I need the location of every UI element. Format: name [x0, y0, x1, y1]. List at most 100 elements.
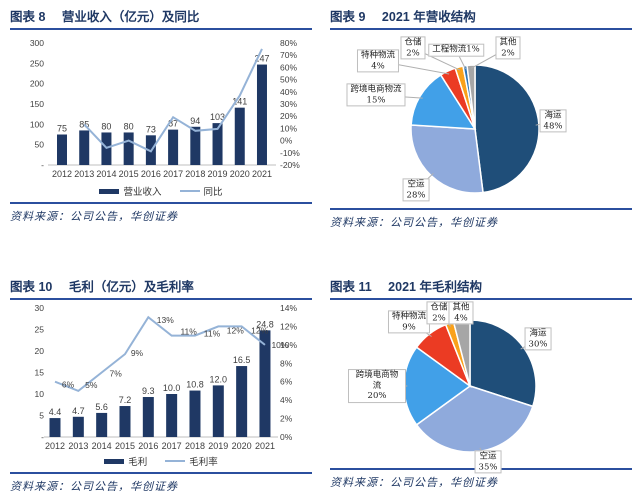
callout-name: 空运	[407, 179, 425, 190]
chart-text: 2020	[232, 441, 252, 451]
pie-slice	[410, 73, 477, 130]
chart-text: 2017	[162, 441, 182, 451]
divider	[10, 472, 312, 474]
figure-heading: 营业收入（亿元）及同比	[61, 10, 200, 24]
bar	[57, 134, 67, 165]
chart-text: 30%	[280, 99, 297, 109]
chart-text: 30	[35, 303, 45, 313]
chart-text: 2020	[230, 169, 250, 179]
right-axis: 80% 70% 60% 50% 40% 30% 20% 10% 0% -10% -20%	[280, 38, 300, 170]
chart-text: 73	[146, 124, 156, 134]
figure-gross-profit: 图表 10 毛利（亿元）及毛利率 30 25 20 15 10 5-14% 12% 10% 8%…	[10, 278, 312, 494]
chart-text: 7%	[110, 369, 123, 379]
chart-text: 5%	[85, 380, 98, 390]
chart-text: 94	[190, 116, 200, 126]
x-axis: 2012 2013 2014 2015 2016 2017 2018 2019 2020 2021	[52, 169, 272, 179]
chart-text: -20%	[280, 160, 300, 170]
revenue-pie-chart: 海运 48% 空运 28% 跨境电商物流 15% 特种物流 4% 仓储 2% 工程物流1% 其他 2%	[330, 32, 632, 204]
pie-callout: 工程物流1%	[428, 43, 484, 57]
chart-text: 20	[35, 346, 45, 356]
bar	[256, 64, 267, 165]
bar-value-labels: 4.4 4.7 5.6 7.2 9.3 10.0 10.8 12.0 16.5 24.8	[49, 319, 274, 417]
callout-name: 跨境电商物流	[355, 370, 399, 391]
bar	[79, 130, 90, 165]
callout-percent: 2%	[501, 48, 515, 58]
legend-label: 同比	[203, 187, 223, 198]
left-axis: 300 250 200 150 100 50 -	[30, 38, 44, 170]
pie-callout: 海运 30%	[524, 327, 552, 351]
callout-percent: 20%	[367, 391, 387, 402]
chart-text: 14%	[280, 303, 297, 313]
chart-text: 2019	[208, 169, 228, 179]
chart-text: 11%	[204, 329, 221, 339]
bar	[168, 129, 179, 165]
right-axis: 14% 12% 10% 8% 6% 4% 2% 0%	[280, 303, 297, 442]
pie-callout: 跨境电商物流 15%	[346, 83, 406, 107]
callout-percent: 2%	[432, 313, 446, 323]
pie-callout: 其他 2%	[495, 36, 521, 60]
figure-source: 资料来源：公司公告，华创证券	[10, 480, 178, 493]
figure-revenue-yoy: 图表 8 营业收入（亿元）及同比 300 250 200 150 100 50 - 80% 70…	[10, 8, 312, 224]
bar	[212, 385, 224, 437]
callout-percent: 4%	[454, 313, 468, 323]
chart-text: 0%	[280, 136, 293, 146]
bar	[119, 406, 131, 437]
chart-text: 12.0	[210, 374, 228, 384]
chart-text: 2015	[119, 169, 139, 179]
chart-text: 10.8	[186, 380, 204, 390]
chart-text: 8%	[280, 358, 293, 368]
chart-text: 16.5	[233, 355, 251, 365]
figure-source: 资料来源：公司公告，华创证券	[330, 476, 498, 489]
pie-callout: 空运 28%	[402, 178, 430, 202]
chart-text: 4%	[280, 395, 293, 405]
chart-text: 75	[57, 124, 67, 134]
chart-legend: 毛利 毛利率	[10, 454, 312, 468]
chart-legend: 营业收入 同比	[10, 184, 312, 198]
figure-title: 图表 10 毛利（亿元）及毛利率	[10, 278, 312, 300]
callout-percent: 30%	[528, 339, 548, 349]
bar	[259, 330, 271, 437]
bar	[234, 107, 245, 165]
chart-text: 12%	[251, 325, 268, 335]
callout-percent: 28%	[406, 190, 426, 200]
chart-text: 20%	[280, 111, 297, 121]
chart-text: 9%	[131, 348, 144, 358]
figure-label: 图表 10	[10, 280, 53, 294]
pie-slices	[403, 319, 537, 453]
pie-slice	[466, 64, 476, 130]
chart-text: 2%	[280, 414, 293, 424]
chart-text: 50	[35, 140, 45, 150]
chart-text: 100	[30, 119, 44, 129]
chart-text: 9.3	[142, 386, 155, 396]
figure-title: 图表 11 2021 年毛利结构	[330, 278, 632, 300]
bar	[72, 416, 84, 437]
chart-text: 2014	[96, 169, 116, 179]
figure-revenue-structure: 图表 9 2021 年营收结构 海运 48% 空运 28% 跨境电商物流 15% 特种物流 4…	[330, 8, 632, 230]
line-series	[83, 48, 263, 153]
chart-text: 0%	[280, 432, 293, 442]
figure-heading: 毛利（亿元）及毛利率	[68, 280, 194, 294]
bar-swatch-icon	[104, 458, 125, 464]
line-value-labels: 6% 5%7%9%13%11% 11% 12% 12%10%	[62, 315, 289, 390]
callout-percent: 15%	[366, 95, 386, 105]
legend-label: 毛利率	[189, 457, 218, 468]
bar	[166, 394, 178, 437]
callout-percent: 9%	[402, 322, 416, 332]
chart-text: -10%	[280, 148, 300, 158]
chart-text: 5.6	[95, 402, 108, 412]
line-swatch-icon	[165, 460, 186, 462]
chart-text: 24.8	[256, 319, 274, 329]
pie-callout: 海运 48%	[539, 109, 567, 133]
bar	[189, 390, 201, 437]
bar-swatch-icon	[99, 188, 120, 194]
chart-text: 80	[101, 121, 111, 131]
left-axis: 30 25 20 15 10 5 -	[35, 303, 45, 442]
gross-profit-pie-chart: 海运 30% 空运 35% 跨境电商物流 20% 特种物流 9% 仓储 2% 其他 4%	[330, 301, 632, 474]
bar-line-chart-svg: 300 250 200 150 100 50 - 80% 70% 60% 50% 40% 30% 20% 1…	[30, 38, 300, 179]
line-swatch-icon	[179, 190, 200, 192]
callout-percent: 2%	[406, 48, 420, 58]
figure-label: 图表 8	[10, 10, 46, 24]
bar-series	[49, 330, 271, 437]
callout-name: 其他	[452, 302, 470, 313]
